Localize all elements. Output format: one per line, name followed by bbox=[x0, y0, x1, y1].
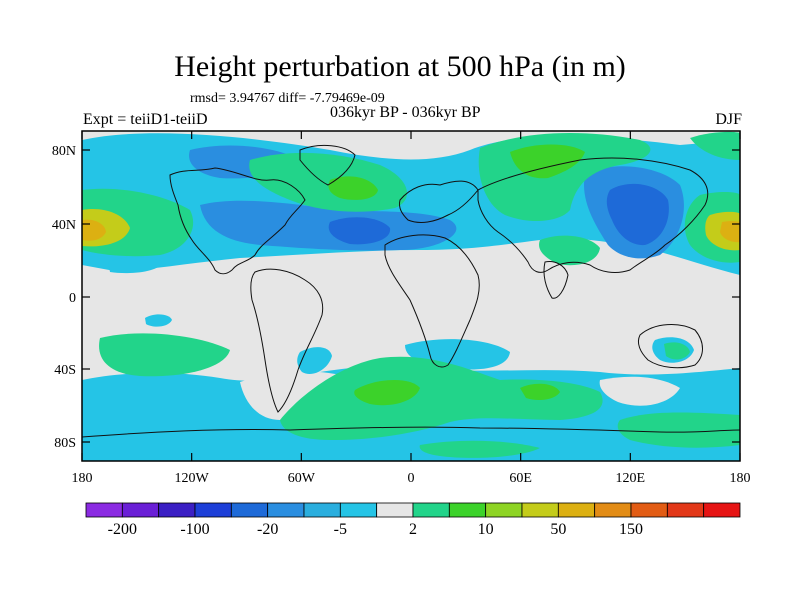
colorbar-label: -5 bbox=[334, 521, 347, 538]
lat-tick-label: 0 bbox=[69, 291, 76, 306]
nh-green-arctic-right bbox=[690, 131, 740, 160]
colorbar-swatch bbox=[448, 502, 487, 518]
colorbar-label: -200 bbox=[108, 521, 137, 538]
colorbar-swatch bbox=[376, 502, 414, 518]
tropic-blue-2 bbox=[145, 314, 172, 327]
colorbar-label: 150 bbox=[619, 521, 643, 538]
colorbar-swatch bbox=[85, 502, 123, 518]
sh-green-pacific bbox=[99, 333, 231, 377]
lon-tick-label: 180 bbox=[730, 471, 751, 486]
colorbar-swatch bbox=[485, 502, 523, 518]
coast-antarctica bbox=[82, 426, 740, 438]
lon-tick-label: 180 bbox=[72, 471, 93, 486]
period-label: 036kyr BP - 036kyr BP bbox=[330, 104, 481, 121]
season-label: DJF bbox=[715, 111, 742, 128]
coastlines bbox=[82, 144, 740, 438]
nh-darkblue-asia bbox=[606, 183, 669, 246]
colorbar-label: -20 bbox=[257, 521, 278, 538]
coast-india bbox=[543, 261, 569, 299]
nh-brightgreen-siberia bbox=[510, 144, 585, 179]
nh-brightgreen-europe bbox=[328, 176, 378, 200]
sh-green-australia bbox=[664, 342, 690, 360]
lat-tick-label: 40N bbox=[52, 218, 76, 233]
colorbar-swatch bbox=[666, 502, 705, 518]
colorbar-swatch bbox=[339, 502, 378, 518]
colorbar-swatch bbox=[557, 502, 596, 518]
colorbar-label: 2 bbox=[409, 521, 417, 538]
colorbar-swatch bbox=[121, 502, 160, 518]
colorbar-swatch bbox=[194, 502, 232, 518]
sh-brightgreen-indian bbox=[520, 383, 560, 400]
colorbar: -200 -100 -20 -5 2 10 50 150 bbox=[85, 502, 741, 538]
coast-asia bbox=[477, 157, 709, 273]
coast-south-america bbox=[250, 268, 324, 413]
tropic-blue-1 bbox=[108, 257, 162, 274]
latitude-axis: 80N 40N 0 40S 80S bbox=[52, 144, 740, 451]
lat-tick-label: 40S bbox=[54, 363, 76, 378]
colorbar-swatch bbox=[521, 502, 559, 518]
lon-tick-label: 60E bbox=[509, 471, 532, 486]
colorbar-swatch bbox=[303, 502, 341, 518]
sh-brightgreen-atlantic bbox=[354, 379, 420, 406]
lon-tick-label: 120E bbox=[616, 471, 646, 486]
sh-green-atlantic bbox=[280, 356, 603, 440]
lon-tick-label: 0 bbox=[408, 471, 415, 486]
map-field bbox=[82, 131, 740, 461]
colorbar-swatch bbox=[594, 502, 632, 518]
lon-tick-label: 120W bbox=[175, 471, 210, 486]
sh-green-pacific-east bbox=[617, 412, 740, 448]
coast-australia bbox=[637, 324, 703, 369]
coast-africa bbox=[384, 234, 480, 368]
lat-tick-label: 80S bbox=[54, 436, 76, 451]
nh-darkblue-atlantic bbox=[328, 217, 391, 245]
colorbar-swatch bbox=[267, 502, 305, 518]
colorbar-label: 10 bbox=[478, 521, 494, 538]
lon-tick-label: 60W bbox=[288, 471, 316, 486]
coast-europe bbox=[399, 180, 479, 223]
colorbar-swatch bbox=[158, 502, 196, 518]
colorbar-swatch bbox=[630, 502, 668, 518]
colorbar-label: -100 bbox=[180, 521, 209, 538]
sh-neutral-cut-2 bbox=[599, 376, 680, 406]
colorbar-swatch bbox=[412, 502, 450, 518]
coast-greenland bbox=[299, 144, 356, 186]
rmsd-stats: rmsd= 3.94767 diff= -7.79469e-09 bbox=[190, 91, 385, 106]
nh-green-tibet bbox=[539, 235, 600, 266]
colorbar-label: 50 bbox=[550, 521, 566, 538]
nh-orange-east bbox=[720, 221, 740, 243]
colorbar-swatch bbox=[703, 502, 741, 518]
sh-neutral-cut-1 bbox=[240, 371, 340, 420]
nh-midblue-atlantic bbox=[200, 200, 457, 251]
sh-green-antarctic bbox=[419, 440, 540, 458]
lat-tick-label: 80N bbox=[52, 144, 76, 159]
coast-north-america bbox=[169, 167, 306, 275]
experiment-label: Expt = teiiD1-teiiD bbox=[83, 111, 208, 128]
sh-blue-samerica bbox=[297, 347, 332, 375]
nh-orange-west bbox=[82, 219, 106, 241]
colorbar-swatch bbox=[230, 502, 269, 518]
longitude-axis: 180 120W 60W 0 60E 120E 180 bbox=[72, 131, 751, 486]
chart-title: Height perturbation at 500 hPa (in m) bbox=[174, 50, 626, 83]
